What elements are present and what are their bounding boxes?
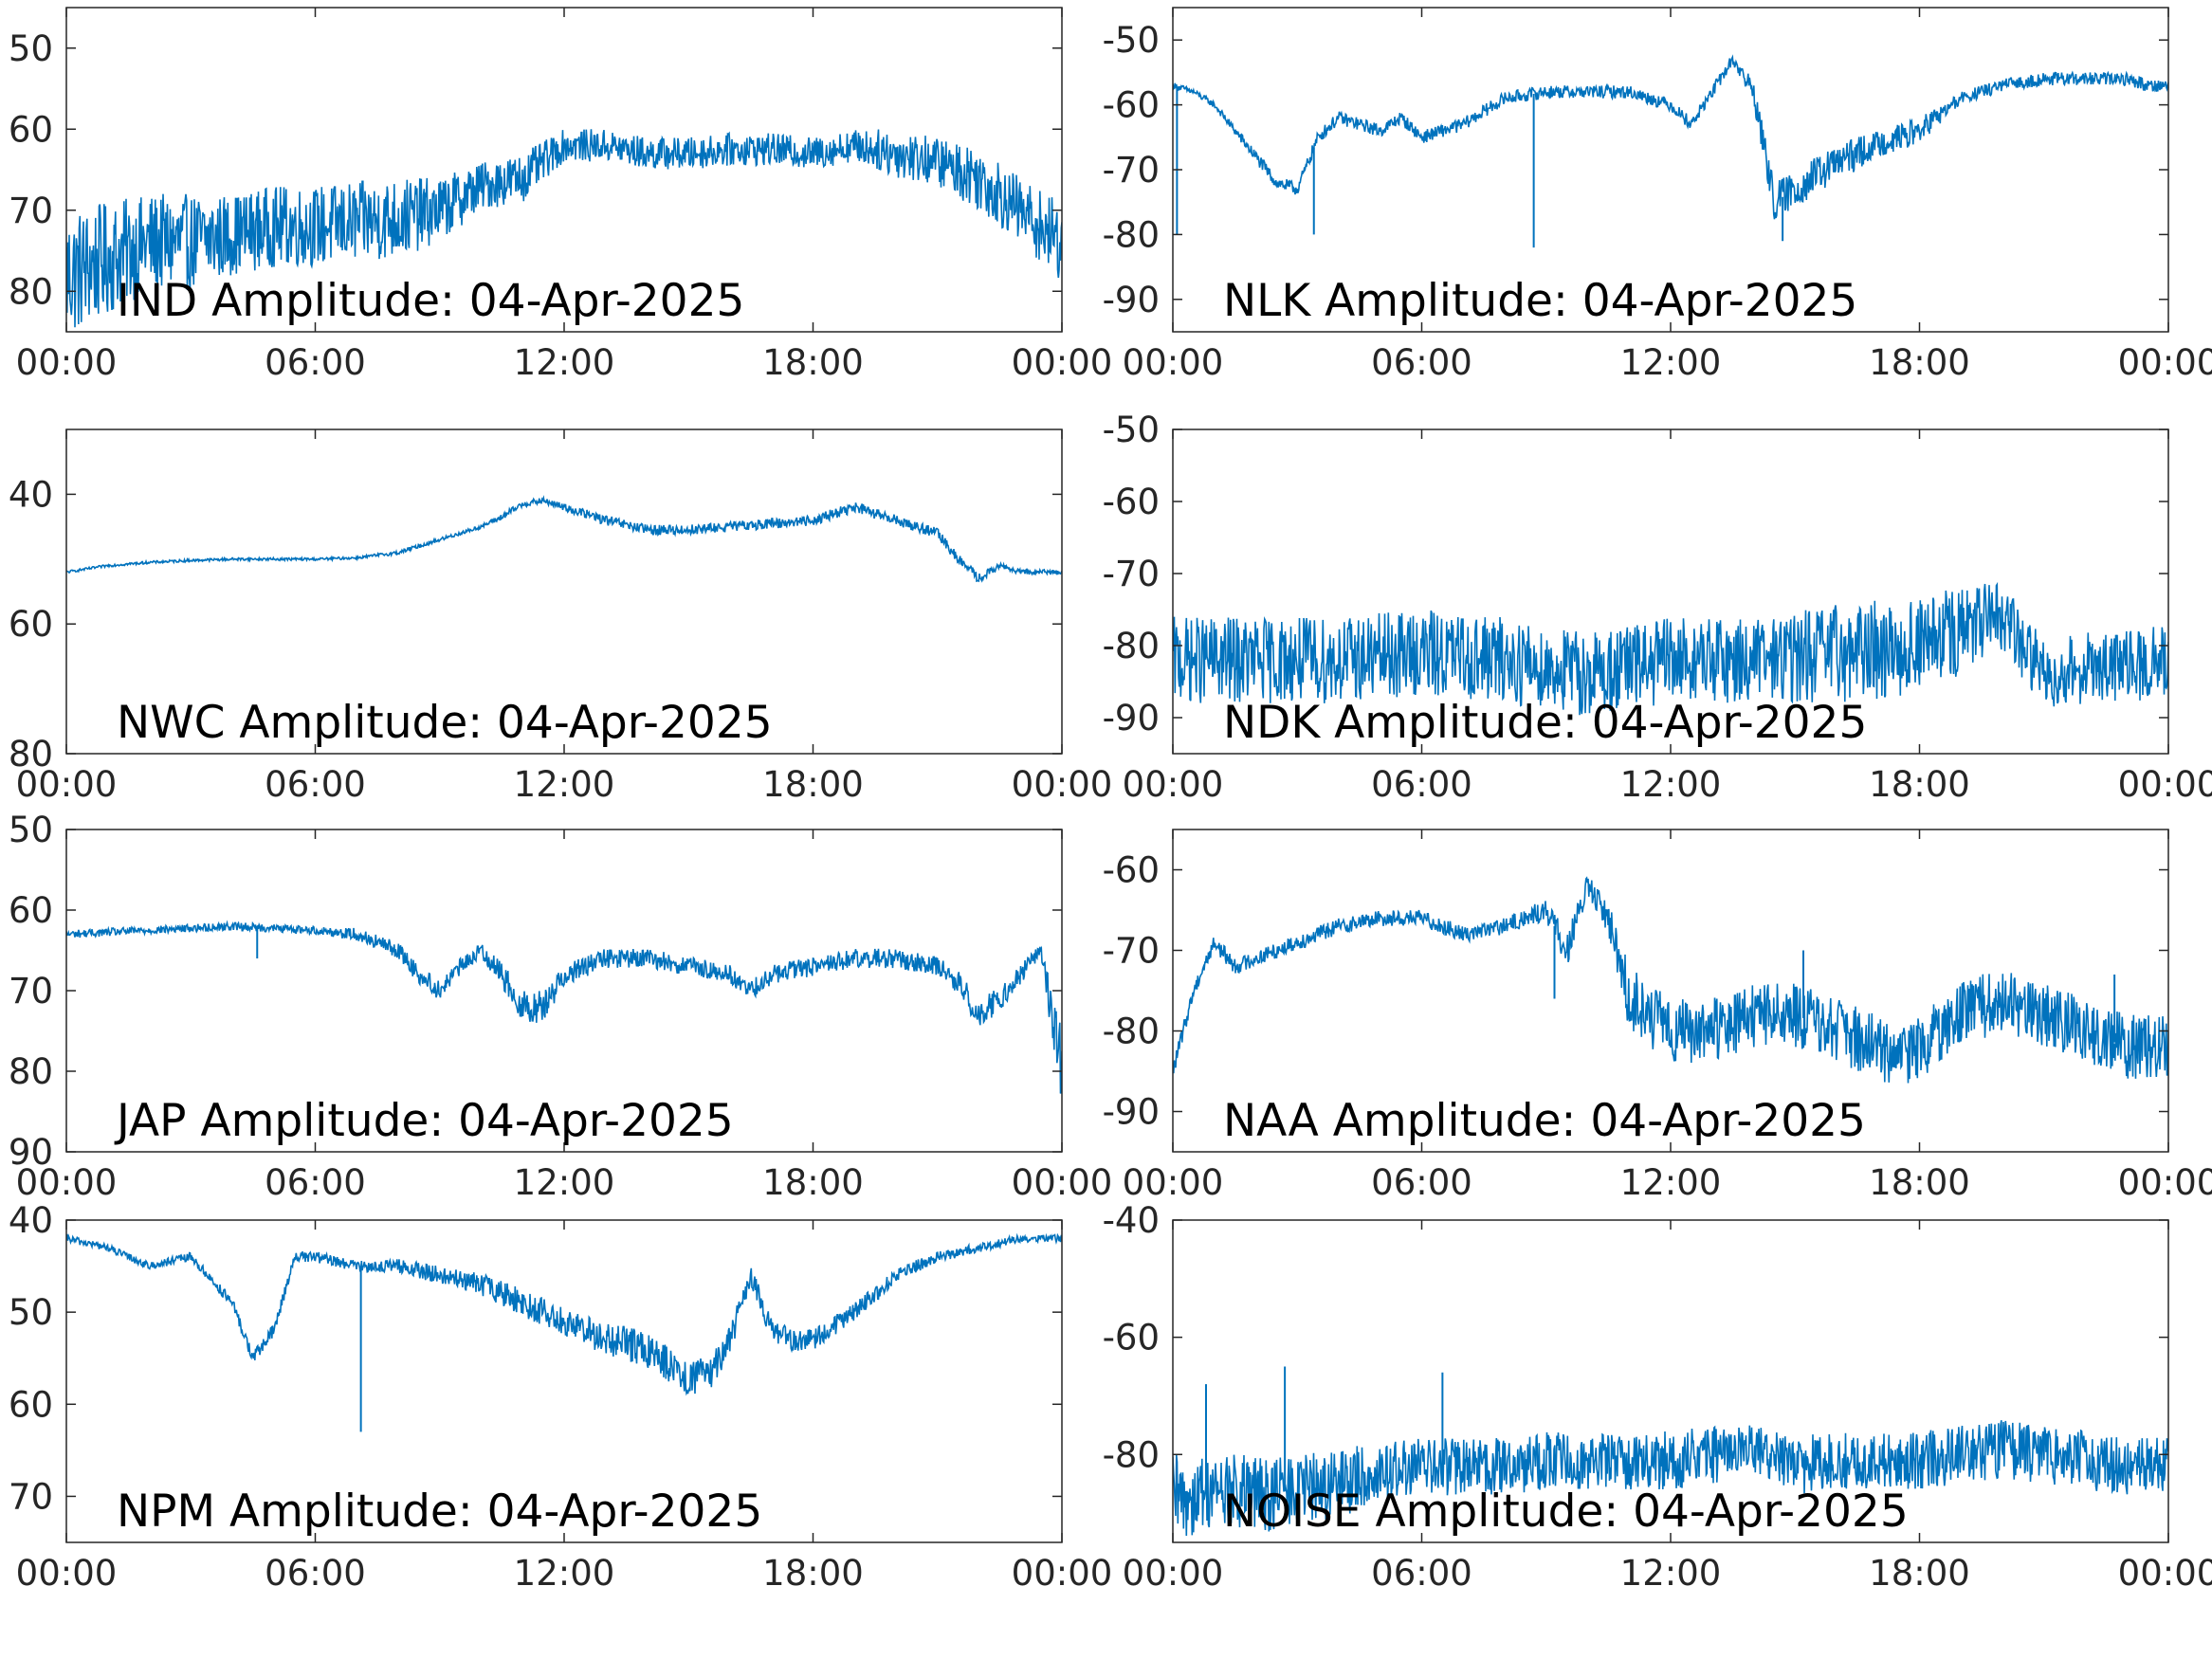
y-tick-label: -80	[1103, 1434, 1160, 1475]
x-tick-label: 06:00	[1371, 764, 1472, 805]
x-tick-label: 12:00	[1620, 764, 1722, 805]
x-tick-label: 00:00	[2118, 1553, 2212, 1594]
panel-title: NWC Amplitude: 04-Apr-2025	[117, 697, 773, 749]
y-tick-label: -60	[1103, 850, 1160, 891]
x-tick-label: 12:00	[1620, 342, 1722, 383]
x-tick-label: 00:00	[1012, 1553, 1113, 1594]
x-tick-label: 18:00	[762, 342, 864, 383]
y-tick-label: 50	[9, 28, 53, 69]
x-tick-label: 06:00	[1371, 342, 1472, 383]
y-tick-label: 60	[9, 604, 53, 645]
x-tick-label: 00:00	[1012, 764, 1113, 805]
x-tick-label: 18:00	[762, 1162, 864, 1203]
y-tick-label: -50	[1103, 20, 1160, 61]
x-tick-label: 00:00	[16, 342, 118, 383]
y-tick-label: 60	[9, 890, 53, 931]
series-line	[1173, 581, 2168, 716]
y-tick-label: 50	[9, 810, 53, 850]
y-tick-label: 70	[9, 191, 53, 231]
x-tick-label: 12:00	[1620, 1553, 1722, 1594]
x-tick-label: 00:00	[2118, 764, 2212, 805]
x-tick-label: 06:00	[265, 1162, 366, 1203]
y-tick-label: 60	[9, 109, 53, 150]
x-tick-label: 18:00	[1869, 1553, 1970, 1594]
chart-panel: 00:00 06:00 12:00 18:00 00:00 -50 -60 -70 -80 -90…	[1103, 410, 2212, 805]
x-tick-label: 06:00	[1371, 1162, 1472, 1203]
chart-panel: 00:00 06:00 12:00 18:00 00:00 40 60 80 NWC Ampli…	[9, 428, 1113, 805]
chart-panel: 00:00 06:00 12:00 18:00 00:00 -50 -60 -70 -80 -90…	[1103, 7, 2212, 383]
y-tick-label: 80	[9, 271, 53, 312]
x-tick-label: 00:00	[16, 1162, 118, 1203]
y-tick-label: -60	[1103, 1318, 1160, 1358]
y-tick-label: 40	[9, 474, 53, 515]
y-tick-label: 50	[9, 1292, 53, 1333]
y-tick-label: 70	[9, 971, 53, 1012]
x-tick-label: 00:00	[1123, 1553, 1224, 1594]
y-tick-label: -80	[1103, 626, 1160, 666]
x-tick-label: 18:00	[1869, 342, 1970, 383]
x-tick-label: 12:00	[514, 764, 615, 805]
chart-panel: 00:00 06:00 12:00 18:00 00:00 -40 -60 -80 NOISE …	[1103, 1200, 2212, 1594]
x-tick-label: 00:00	[16, 764, 118, 805]
series-line	[66, 1232, 1062, 1396]
x-tick-label: 12:00	[1620, 1162, 1722, 1203]
x-tick-label: 12:00	[514, 342, 615, 383]
panel-title: JAP Amplitude: 04-Apr-2025	[114, 1095, 734, 1147]
y-tick-label: 70	[9, 1476, 53, 1517]
x-tick-label: 18:00	[762, 1553, 864, 1594]
y-tick-label: -70	[1103, 150, 1160, 191]
chart-panel: 00:00 06:00 12:00 18:00 00:00 50 60 70 80 90 JAP A…	[9, 810, 1112, 1203]
series-line	[66, 920, 1062, 1094]
series-line	[1173, 54, 2168, 220]
x-tick-label: 06:00	[265, 1553, 366, 1594]
x-tick-label: 12:00	[514, 1162, 615, 1203]
series-line	[66, 129, 1062, 328]
x-tick-label: 00:00	[1123, 1162, 1224, 1203]
x-tick-label: 18:00	[1869, 764, 1970, 805]
y-tick-label: -60	[1103, 482, 1160, 522]
y-tick-label: -80	[1103, 214, 1160, 255]
y-tick-label: -80	[1103, 1012, 1160, 1052]
y-tick-label: -90	[1103, 280, 1160, 320]
x-tick-label: 06:00	[265, 342, 366, 383]
y-tick-label: -90	[1103, 1092, 1160, 1133]
chart-panel: 00:00 06:00 12:00 18:00 00:00 50 60 70 80 IND Amp…	[9, 7, 1113, 383]
x-tick-label: 00:00	[1012, 342, 1113, 383]
x-tick-label: 18:00	[1869, 1162, 1970, 1203]
y-tick-label: 90	[9, 1132, 53, 1173]
panel-title: NOISE Amplitude: 04-Apr-2025	[1223, 1486, 1909, 1538]
y-tick-label: -40	[1103, 1200, 1160, 1241]
panel-title: NPM Amplitude: 04-Apr-2025	[117, 1486, 762, 1538]
panel-title: NAA Amplitude: 04-Apr-2025	[1223, 1095, 1866, 1147]
y-tick-label: -70	[1103, 554, 1160, 594]
panel-title: NDK Amplitude: 04-Apr-2025	[1223, 697, 1867, 749]
x-tick-label: 12:00	[514, 1553, 615, 1594]
x-tick-label: 06:00	[265, 764, 366, 805]
x-tick-label: 00:00	[2118, 342, 2212, 383]
x-tick-label: 00:00	[1012, 1162, 1113, 1203]
series-line	[66, 495, 1062, 583]
x-tick-label: 00:00	[16, 1553, 118, 1594]
y-tick-label: 40	[9, 1200, 53, 1241]
series-line	[1173, 1420, 2168, 1537]
chart-panel: 00:00 06:00 12:00 18:00 00:00 40 50 60 70 NPM Amp…	[9, 1200, 1112, 1594]
x-tick-label: 00:00	[1123, 342, 1224, 383]
y-tick-label: 80	[9, 734, 53, 775]
y-tick-label: 80	[9, 1051, 53, 1092]
chart-panel: 00:00 06:00 12:00 18:00 00:00 -60 -70 -80 -90 NAA…	[1103, 829, 2212, 1203]
x-tick-label: 00:00	[1123, 764, 1224, 805]
x-tick-label: 18:00	[762, 764, 864, 805]
y-tick-label: -50	[1103, 410, 1160, 450]
x-tick-label: 06:00	[1371, 1553, 1472, 1594]
y-tick-label: -70	[1103, 931, 1160, 972]
y-tick-label: -90	[1103, 698, 1160, 738]
panel-title: NLK Amplitude: 04-Apr-2025	[1223, 275, 1857, 327]
x-tick-label: 00:00	[2118, 1162, 2212, 1203]
y-tick-label: -60	[1103, 85, 1160, 126]
panel-title: IND Amplitude: 04-Apr-2025	[117, 275, 744, 327]
series-line	[1173, 876, 2168, 1084]
y-tick-label: 60	[9, 1384, 53, 1425]
